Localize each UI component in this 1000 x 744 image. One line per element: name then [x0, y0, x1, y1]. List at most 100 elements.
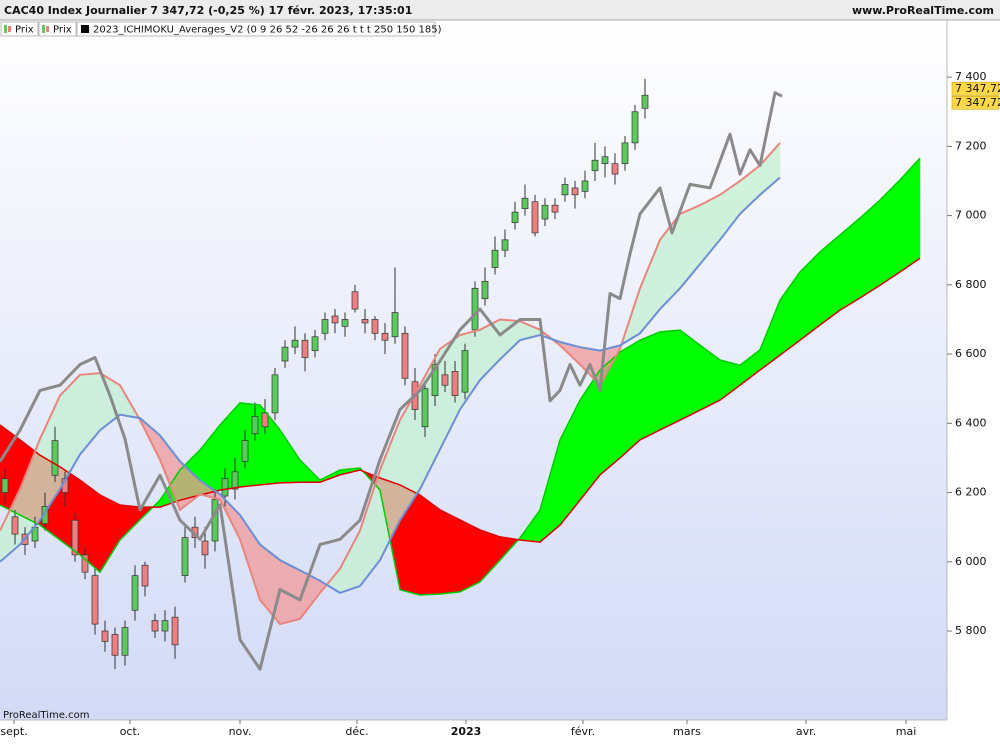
- candle-body: [391, 312, 399, 338]
- candle-body: [71, 519, 79, 556]
- candle-body: [201, 540, 209, 556]
- candle-body: [321, 319, 329, 334]
- candle-body: [371, 319, 379, 334]
- legend-icon: [42, 25, 45, 33]
- chart-title: CAC40 Index Journalier 7 347,72 (-0,25 %…: [4, 4, 412, 17]
- y-tick-label: 6 000: [955, 555, 987, 568]
- cloud-segment: [419, 494, 441, 596]
- y-tick-label: 7 000: [955, 209, 987, 222]
- candle-body: [341, 319, 349, 327]
- candle-body: [211, 499, 219, 542]
- legend-icon: [46, 26, 49, 32]
- candle-body: [1, 478, 9, 493]
- candle-body: [41, 506, 49, 525]
- candle-body: [271, 374, 279, 414]
- lines: [0, 91, 921, 671]
- legend-box: [38, 21, 77, 37]
- candle-body: [571, 187, 579, 196]
- candle-body: [531, 201, 539, 234]
- candle-body: [641, 94, 649, 109]
- candle-body: [501, 239, 509, 251]
- y-tick-label: 7 200: [955, 139, 987, 152]
- candle-body: [481, 281, 489, 300]
- candle-body: [381, 332, 389, 341]
- y-tick-label: 6 200: [955, 486, 987, 499]
- candle-body: [181, 537, 189, 576]
- candle-body: [451, 371, 459, 396]
- candle-body: [131, 575, 139, 611]
- cloud-line: [0, 257, 921, 543]
- candle-body: [491, 249, 499, 268]
- candle-body: [171, 616, 179, 646]
- cloud-segment: [459, 519, 481, 593]
- x-tick-label: sept.: [0, 725, 27, 738]
- legend-icon: [81, 25, 89, 33]
- candle-body: [111, 634, 119, 656]
- candle-body: [311, 336, 319, 351]
- candle-body: [81, 554, 89, 573]
- watermark: ProRealTime.com: [3, 710, 89, 721]
- legend-box: [0, 21, 39, 37]
- candle-body: [221, 478, 229, 497]
- legend-icon: [8, 26, 11, 32]
- price-badge-label: 7 347,72: [955, 82, 1000, 95]
- candle-body: [141, 564, 149, 587]
- legend-label: 2023_ICHIMOKU_Averages_V2 (0 9 26 52 -26…: [93, 25, 442, 36]
- header-bar: [0, 0, 1000, 20]
- candle-body: [551, 204, 559, 213]
- x-tick-label: mars: [673, 725, 701, 738]
- y-tick-label: 6 400: [955, 416, 987, 429]
- x-tick-label: oct.: [120, 725, 141, 738]
- price-badge: [951, 95, 1000, 110]
- candle-body: [261, 412, 269, 428]
- price-badge: [951, 81, 1000, 96]
- candle-body: [121, 627, 129, 656]
- candle-body: [161, 620, 169, 632]
- cloud-segment: [439, 509, 461, 595]
- candle-body: [101, 630, 109, 642]
- x-tick-label: avr.: [796, 725, 816, 738]
- x-tick-label: déc.: [345, 725, 368, 738]
- legend-icon: [4, 25, 7, 33]
- cloud-segment: [639, 331, 661, 441]
- candle-body: [601, 156, 609, 165]
- line-series: [0, 91, 783, 671]
- candle-body: [611, 163, 619, 175]
- x-tick-label: 2023: [451, 725, 482, 738]
- x-tick-label: nov.: [229, 725, 252, 738]
- candle-body: [441, 374, 449, 386]
- candle-body: [291, 339, 299, 348]
- candle-body: [151, 620, 159, 632]
- cloud-segment: [619, 339, 641, 459]
- candle-body: [421, 388, 429, 428]
- candle-body: [51, 440, 59, 476]
- candle-body: [581, 180, 589, 192]
- legend-label: Prix: [15, 25, 34, 36]
- legend-label: Prix: [53, 25, 72, 36]
- candle-body: [361, 319, 369, 324]
- candle-body: [521, 197, 529, 210]
- cloud: [0, 142, 781, 625]
- cloud-line: [0, 142, 781, 626]
- candle-body: [541, 204, 549, 220]
- candle-body: [241, 440, 249, 462]
- candle-body: [251, 416, 259, 435]
- legend: Prix Prix 2023_ICHIMOKU_Averages_V2 (0 9…: [0, 21, 442, 37]
- candle-body: [301, 339, 309, 358]
- axes: 5 800 6 000 6 200 6 400 6 600 6 800 7 000 7 200…: [0, 70, 1000, 738]
- price-badge-label: 7 347,72: [955, 96, 1000, 109]
- y-tick-label: 6 600: [955, 347, 987, 360]
- y-tick-label: 6 800: [955, 278, 987, 291]
- candle-body: [11, 516, 19, 535]
- candle-body: [511, 211, 519, 223]
- candle-body: [471, 287, 479, 331]
- candle-body: [91, 575, 99, 625]
- candle-body: [591, 159, 599, 171]
- candle-body: [401, 332, 409, 379]
- y-tick-label: 5 800: [955, 624, 987, 637]
- cloud-segment: [659, 329, 681, 431]
- cloud-line: [0, 176, 781, 594]
- candles: [1, 78, 649, 670]
- source: www.ProRealTime.com: [852, 4, 994, 17]
